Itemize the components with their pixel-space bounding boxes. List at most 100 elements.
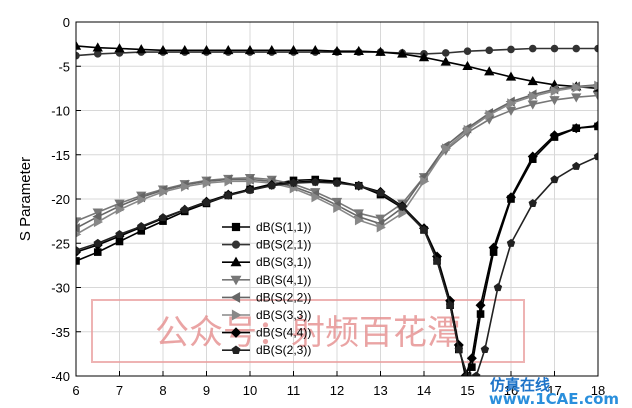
data-point bbox=[76, 223, 80, 234]
x-tick-label: 9 bbox=[203, 383, 210, 398]
data-point bbox=[505, 192, 517, 203]
watermark: 公众号：射频百花潭 bbox=[91, 299, 525, 363]
data-point bbox=[333, 202, 343, 214]
x-tick-label: 12 bbox=[330, 383, 344, 398]
data-point bbox=[527, 100, 538, 110]
data-point bbox=[480, 345, 490, 354]
data-point bbox=[527, 151, 538, 162]
data-point bbox=[137, 194, 147, 206]
data-point bbox=[354, 181, 363, 190]
data-point bbox=[445, 300, 455, 309]
legend-marker bbox=[230, 275, 242, 286]
data-point bbox=[571, 93, 582, 103]
data-point bbox=[528, 44, 537, 53]
y-tick-label: -5 bbox=[58, 59, 70, 74]
data-point bbox=[493, 283, 503, 292]
data-point bbox=[93, 238, 102, 247]
data-point bbox=[441, 143, 452, 154]
y-tick-label: -20 bbox=[51, 192, 70, 207]
data-point bbox=[550, 44, 559, 53]
data-point bbox=[505, 71, 517, 81]
y-tick-label: -25 bbox=[51, 236, 70, 251]
data-point bbox=[432, 256, 442, 265]
data-point bbox=[549, 130, 560, 141]
data-point bbox=[93, 50, 102, 58]
data-point bbox=[571, 123, 582, 134]
legend-label: dB(S(3,3)) bbox=[256, 308, 311, 322]
data-point bbox=[201, 45, 212, 55]
x-tick-label: 6 bbox=[72, 383, 79, 398]
data-point bbox=[76, 245, 81, 254]
legend-marker bbox=[230, 256, 242, 267]
data-point bbox=[549, 96, 560, 106]
data-point bbox=[592, 120, 598, 131]
x-tick-label: 14 bbox=[417, 383, 431, 398]
legend: dB(S(1,1)) dB(S(2,1)) dB(S(3,1)) dB(S(4,1))… bbox=[222, 220, 311, 357]
legend-label: dB(S(2,3)) bbox=[256, 343, 311, 357]
data-point bbox=[375, 46, 386, 56]
data-point bbox=[528, 91, 539, 102]
series-7 bbox=[76, 152, 598, 376]
data-point bbox=[157, 45, 169, 55]
data-point bbox=[376, 222, 386, 233]
data-point bbox=[115, 229, 124, 238]
data-point bbox=[310, 45, 321, 55]
data-point bbox=[224, 191, 233, 200]
data-point bbox=[137, 222, 146, 231]
data-point bbox=[76, 257, 80, 265]
data-point bbox=[572, 82, 582, 93]
logo-cn-text: 仿真在线 bbox=[490, 376, 550, 394]
data-point bbox=[507, 98, 517, 109]
legend-label: dB(S(4,1)) bbox=[256, 273, 311, 287]
data-point bbox=[505, 106, 517, 116]
data-point bbox=[485, 109, 495, 121]
logo-url-text: www.1CAE.com bbox=[489, 390, 619, 408]
legend-label: dB(S(4,4)) bbox=[256, 326, 311, 340]
data-point bbox=[440, 56, 451, 66]
y-tick-label: 0 bbox=[63, 15, 70, 30]
data-point bbox=[353, 45, 364, 56]
data-point bbox=[245, 185, 255, 194]
data-point bbox=[398, 202, 407, 211]
x-tick-label: 16 bbox=[504, 383, 518, 398]
data-point bbox=[354, 215, 365, 226]
data-point bbox=[180, 181, 191, 192]
x-tick-label: 18 bbox=[591, 383, 605, 398]
series-layer bbox=[76, 40, 598, 376]
data-point bbox=[594, 44, 598, 53]
data-point bbox=[527, 75, 538, 86]
data-point bbox=[288, 45, 299, 55]
x-tick-label: 13 bbox=[373, 383, 387, 398]
data-point bbox=[506, 238, 516, 247]
legend-marker bbox=[230, 291, 241, 303]
data-point bbox=[92, 42, 103, 52]
data-point bbox=[76, 51, 80, 60]
data-point bbox=[311, 177, 320, 186]
data-point bbox=[528, 199, 537, 207]
data-point bbox=[594, 80, 598, 91]
y-axis-label: S Parameter bbox=[17, 157, 34, 241]
x-tick-label: 11 bbox=[287, 383, 301, 398]
data-point bbox=[593, 152, 598, 161]
data-point bbox=[93, 216, 104, 228]
data-point bbox=[550, 175, 559, 184]
watermark-box bbox=[91, 299, 525, 363]
data-point bbox=[267, 181, 276, 190]
data-point bbox=[115, 204, 125, 215]
data-point bbox=[224, 176, 234, 187]
data-point bbox=[454, 345, 463, 354]
x-tick-label: 7 bbox=[116, 383, 123, 398]
data-point bbox=[463, 124, 473, 136]
data-point bbox=[331, 45, 343, 56]
data-point bbox=[550, 85, 560, 97]
data-point bbox=[484, 66, 495, 76]
axis-ticks: 6 7 8 9 10 11 12 13 14 15 16 17 18 0 -5 -10 -15 -20 -25 -30… bbox=[51, 15, 605, 398]
legend-marker bbox=[230, 327, 242, 338]
legend-label: dB(S(3,1)) bbox=[256, 255, 311, 269]
x-tick-label: 8 bbox=[159, 383, 166, 398]
y-tick-label: -15 bbox=[51, 148, 70, 163]
data-point bbox=[463, 47, 472, 56]
legend-marker bbox=[231, 222, 241, 232]
data-point bbox=[475, 300, 486, 311]
